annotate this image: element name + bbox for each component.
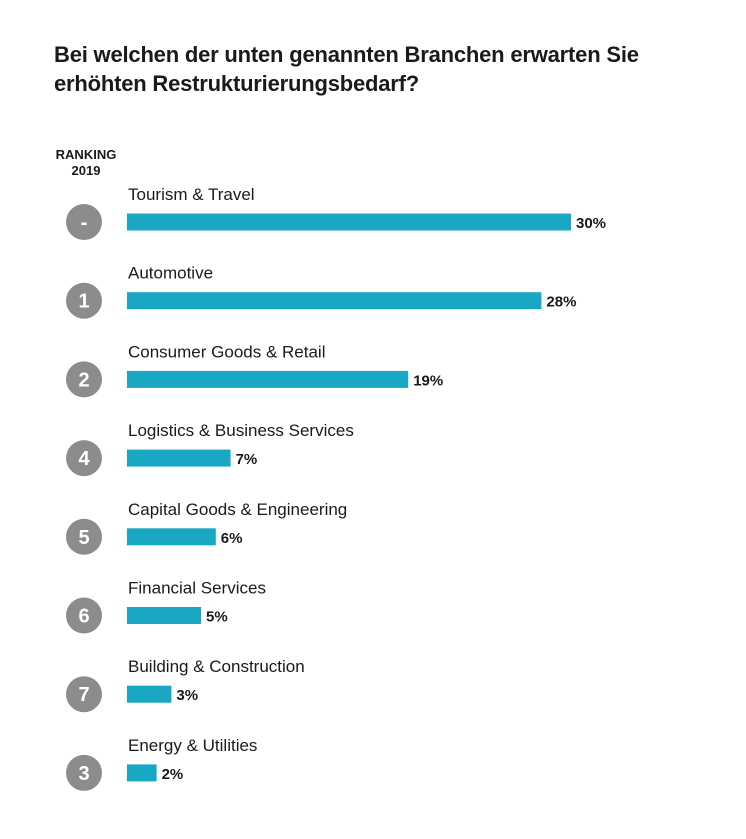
bar: [127, 449, 231, 467]
title-line-2: erhöhten Restrukturierungsbedarf?: [54, 71, 420, 96]
value-label: 5%: [206, 609, 228, 626]
category-label: Tourism & Travel: [128, 185, 255, 204]
ranking-value: 2: [78, 369, 89, 391]
ranking-header-label: RANKING: [55, 147, 117, 162]
ranking-value: 6: [78, 606, 89, 628]
category-label: Financial Services: [128, 579, 266, 598]
ranking-circle: [66, 361, 102, 398]
bar: [127, 528, 216, 546]
value-label: 30%: [576, 215, 606, 232]
category-label: Capital Goods & Engineering: [128, 500, 347, 519]
ranking-value: 4: [78, 448, 90, 470]
category-label: Energy & Utilities: [128, 736, 257, 755]
value-label: 2%: [162, 766, 184, 783]
value-label: 3%: [176, 687, 198, 704]
ranking-circle: [66, 440, 102, 477]
value-label: 19%: [413, 372, 443, 389]
category-label: Logistics & Business Services: [128, 421, 354, 440]
ranking-value: 3: [78, 763, 89, 785]
ranking-circle: [66, 754, 102, 791]
ranking-circle: [66, 597, 102, 634]
bar: [127, 685, 172, 703]
bar: [127, 607, 201, 624]
category-label: Automotive: [128, 264, 213, 283]
value-label: 6%: [221, 530, 243, 547]
value-label: 28%: [546, 294, 576, 311]
ranking-header-year: 2019: [71, 163, 101, 178]
ranking-circle: [66, 518, 102, 555]
chart-title: Bei welchen der unten genannten Branchen…: [54, 40, 734, 98]
ranking-value: -: [81, 212, 88, 234]
category-label: Building & Construction: [128, 657, 305, 676]
ranking-header: RANKING 2019: [50, 147, 122, 179]
bar: [127, 370, 409, 388]
title-line-1: Bei welchen der unten genannten Branchen…: [54, 42, 639, 67]
value-label: 7%: [236, 451, 258, 468]
ranking-circle: [66, 282, 102, 319]
bar: [127, 213, 571, 231]
bar: [127, 292, 542, 310]
ranking-value: 5: [78, 527, 89, 549]
ranking-circle: [66, 676, 102, 713]
ranking-circle: [66, 204, 102, 240]
category-label: Consumer Goods & Retail: [128, 342, 325, 361]
ranking-value: 7: [78, 684, 89, 706]
ranking-value: 1: [78, 291, 89, 313]
bar: [127, 764, 157, 782]
